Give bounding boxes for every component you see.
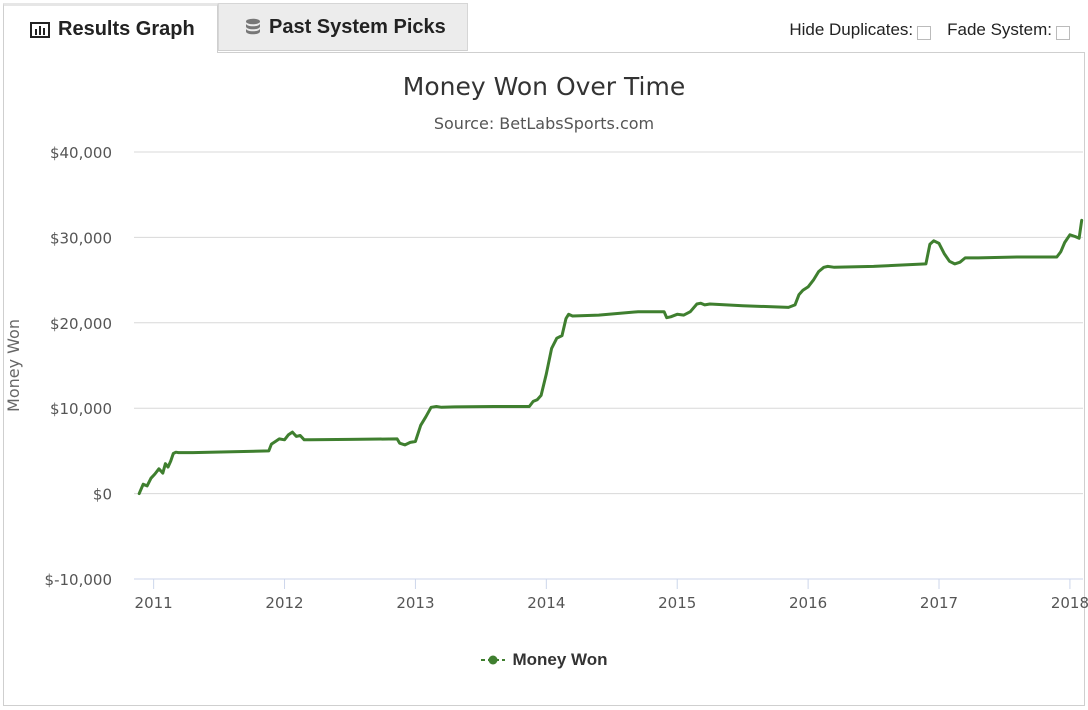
x-tick-label: 2016 [789,594,827,612]
y-tick-label: $20,000 [50,315,112,333]
y-axis-title: Money Won [4,319,23,412]
x-tick-label: 2013 [396,594,434,612]
chart-subtitle: Source: BetLabsSports.com [433,114,655,133]
chart-options: Hide Duplicates: Fade System: [789,20,1070,40]
x-tick-label: 2018 [1051,594,1088,612]
x-tick-label: 2011 [135,594,173,612]
y-tick-label: $40,000 [50,144,112,162]
y-tick-label: $30,000 [50,229,112,247]
hide-duplicates-checkbox[interactable] [917,26,932,40]
x-tick-label: 2017 [920,594,958,612]
y-tick-label: $0 [93,486,112,504]
fade-system-option: Fade System: [947,20,1070,40]
legend-marker-icon [481,655,506,665]
tab-results-graph-label: Results Graph [58,18,195,40]
x-tick-label: 2012 [265,594,303,612]
series-line-money-won[interactable] [137,218,1084,496]
chart-title: Money Won Over Time [402,72,686,101]
y-tick-label: $10,000 [50,400,112,418]
tab-bar: Results Graph Past System Picks Hide Dup… [0,0,1088,53]
tab-past-system-picks-label: Past System Picks [269,15,446,38]
hide-duplicates-label: Hide Duplicates: [789,20,914,39]
tab-results-graph[interactable]: Results Graph [3,3,218,53]
tab-past-system-picks[interactable]: Past System Picks [218,3,468,51]
database-icon [245,18,261,36]
x-tick-label: 2014 [527,594,565,612]
fade-system-label: Fade System: [947,20,1052,39]
fade-system-checkbox[interactable] [1056,26,1070,40]
legend-item-money-won: Money Won [512,650,608,669]
y-tick-label: $-10,000 [45,571,112,589]
bar-chart-icon [30,21,50,38]
chart-legend[interactable]: Money Won [0,650,1088,670]
hide-duplicates-option: Hide Duplicates: [789,20,932,40]
x-tick-label: 2015 [658,594,696,612]
